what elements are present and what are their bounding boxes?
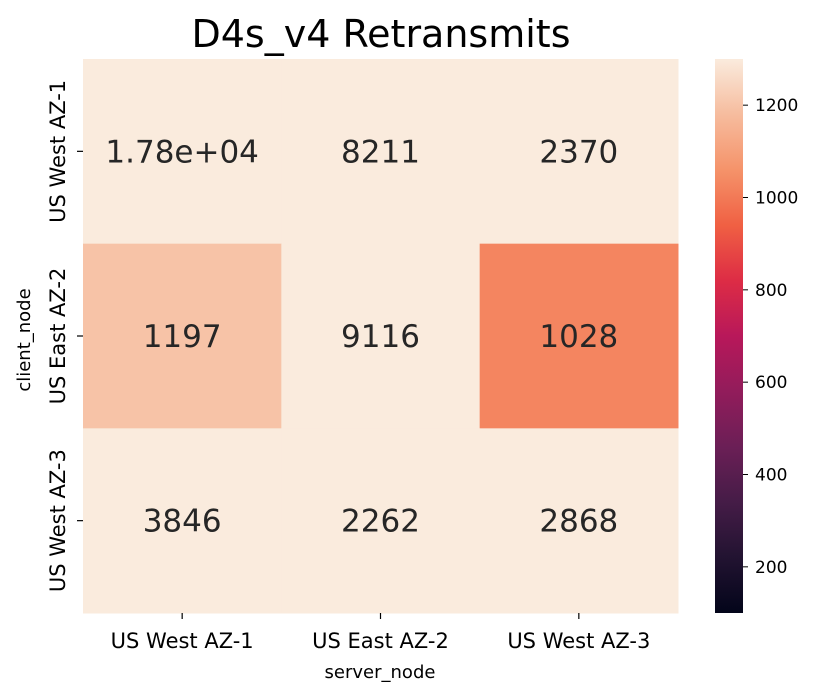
- heatmap-cell: [83, 59, 282, 245]
- y-tick-label: US East AZ-2: [46, 268, 70, 405]
- heatmap-cell: [479, 428, 679, 614]
- x-tick-label: US West AZ-1: [111, 629, 254, 653]
- heatmap-cell: [83, 428, 282, 614]
- y-tick-label: US West AZ-3: [46, 449, 70, 592]
- cell-annotation: 3846: [143, 504, 222, 540]
- y-tick-label: US West AZ-1: [46, 80, 70, 223]
- colorbar-tick-label: 400: [755, 466, 787, 486]
- cell-annotation: 9116: [341, 319, 420, 355]
- heatmap-cells: [83, 59, 679, 614]
- colorbar-tick-label: 600: [755, 373, 787, 393]
- x-tick-label: US East AZ-2: [312, 629, 449, 653]
- colorbar-tick-label: 1000: [755, 189, 798, 209]
- heatmap-cell: [479, 59, 679, 245]
- x-tick-label: US West AZ-3: [507, 629, 650, 653]
- heatmap-cell: [281, 243, 481, 429]
- colorbar: [715, 59, 743, 613]
- colorbar-ticks: 200 400 600 800 1000 1200: [743, 96, 798, 578]
- cell-annotation: 8211: [341, 134, 420, 170]
- cell-annotation: 2868: [539, 504, 618, 540]
- colorbar-tick-label: 1200: [755, 96, 798, 116]
- x-axis-ticks: US West AZ-1 US East AZ-2 US West AZ-3: [111, 613, 650, 653]
- heatmap-cell: [281, 59, 481, 245]
- x-axis-label: server_node: [325, 662, 436, 683]
- heatmap-cell: [479, 243, 679, 429]
- y-axis-label: client_node: [14, 288, 35, 391]
- y-axis-ticks: US West AZ-1 US East AZ-2 US West AZ-3: [46, 80, 83, 592]
- cell-annotation: 2262: [341, 504, 420, 540]
- cell-annotation: 2370: [539, 134, 618, 170]
- heatmap-cell: [281, 428, 481, 614]
- heatmap-cell: [83, 243, 282, 429]
- cell-annotation: 1.78e+04: [105, 134, 259, 170]
- cell-annotations: 1.78e+04 8211 2370 1197 9116 1028 3846 2262 2868: [105, 134, 618, 539]
- colorbar-tick-label: 800: [755, 281, 787, 301]
- cell-annotation: 1197: [143, 319, 222, 355]
- chart-title: D4s_v4 Retransmits: [191, 12, 570, 56]
- cell-annotation: 1028: [539, 319, 618, 355]
- colorbar-tick-label: 200: [755, 558, 787, 578]
